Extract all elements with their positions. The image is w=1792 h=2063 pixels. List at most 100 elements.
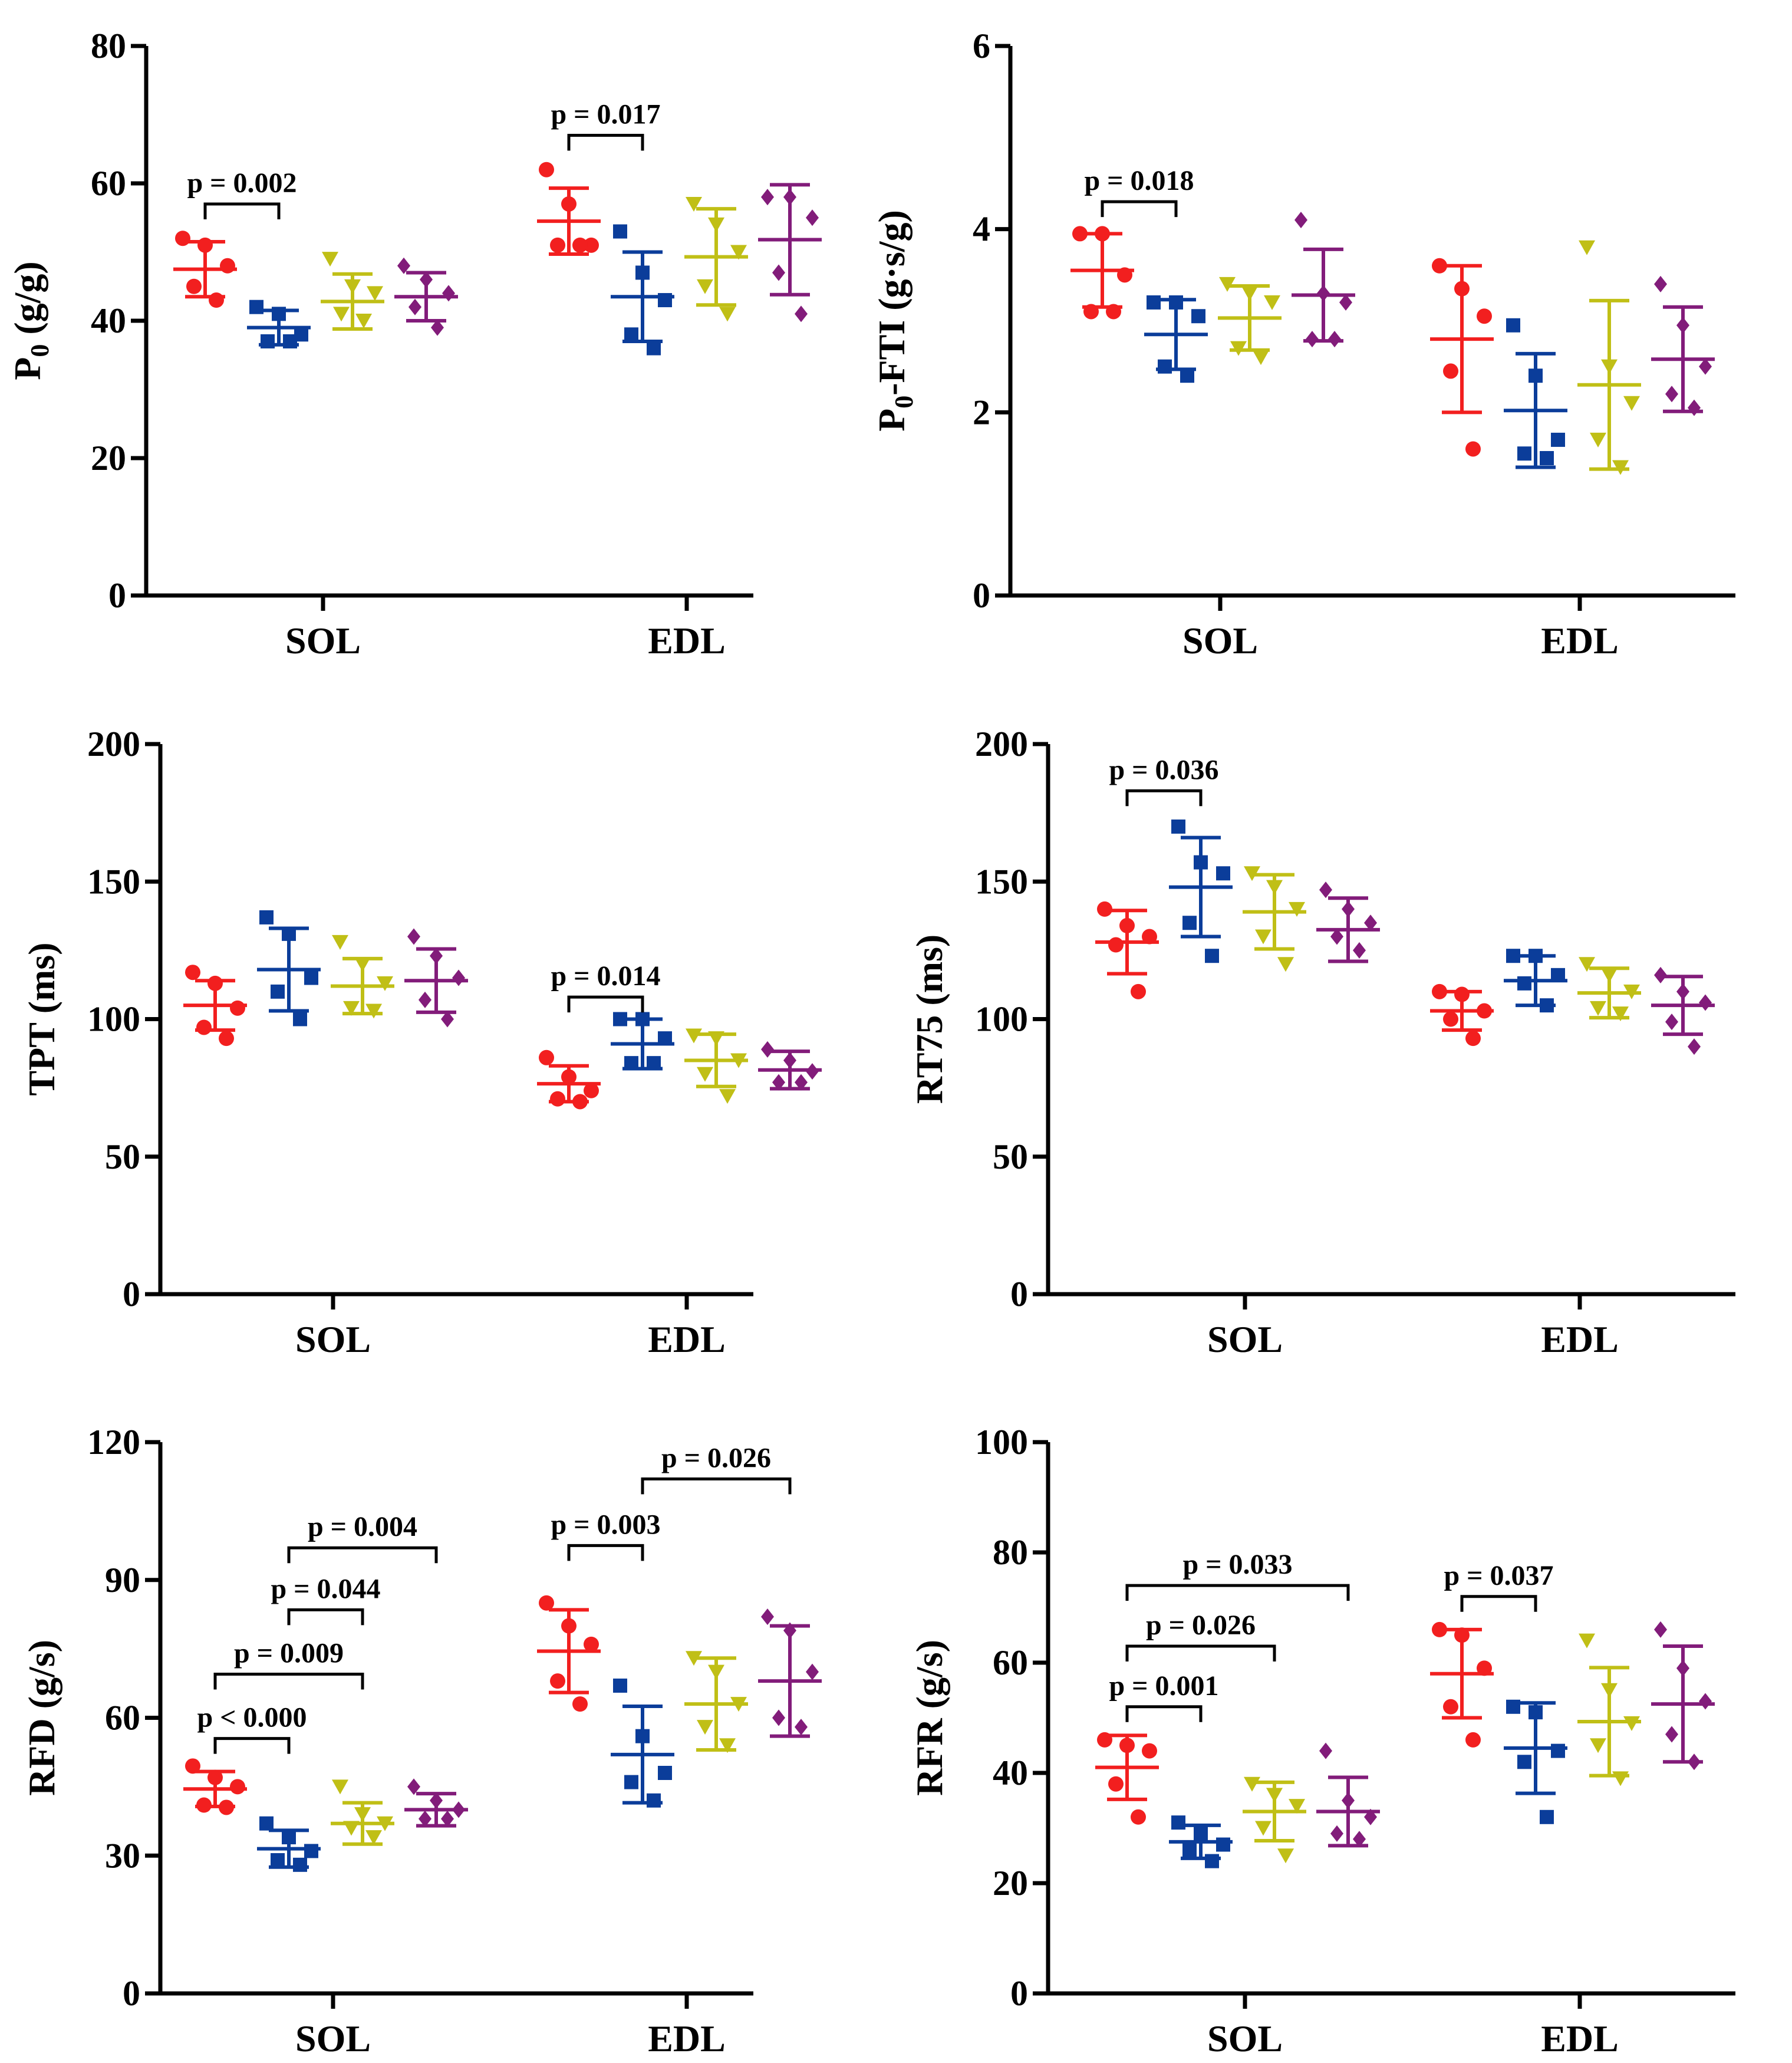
data-point	[1205, 1854, 1219, 1868]
data-point	[293, 1857, 307, 1872]
data-point	[271, 984, 285, 999]
y-axis-title: RFR (g/s)	[908, 1640, 950, 1796]
data-point	[708, 1031, 724, 1047]
data-point	[1330, 1825, 1343, 1842]
y-tick-label: 4	[973, 210, 990, 249]
y-tick-label: 200	[975, 725, 1028, 764]
data-point	[1612, 1771, 1629, 1786]
data-point	[719, 1738, 736, 1753]
data-point	[772, 264, 785, 281]
data-point	[1191, 309, 1205, 324]
data-point	[1342, 1792, 1355, 1809]
data-point	[539, 1049, 554, 1065]
significance-bracket: p = 0.001	[1109, 1670, 1219, 1722]
data-point	[196, 1797, 212, 1813]
data-point	[624, 1056, 638, 1071]
significance-bracket: p = 0.014	[551, 960, 661, 1013]
bracket-line	[203, 202, 281, 219]
data-point	[207, 975, 223, 991]
y-tick-label: 30	[105, 1836, 140, 1875]
p-value-label: p = 0.037	[1444, 1560, 1553, 1591]
series-sol-group2	[1169, 819, 1233, 963]
p-value-label: p = 0.014	[551, 960, 660, 992]
data-point	[572, 237, 588, 253]
p-value-label: p = 0.044	[271, 1573, 380, 1604]
data-point	[1590, 432, 1606, 448]
series-edl-group1	[537, 1049, 601, 1110]
series-sol-group2	[1169, 1815, 1233, 1868]
data-point	[730, 245, 747, 260]
data-point	[1623, 1716, 1640, 1731]
data-point	[219, 1031, 234, 1047]
data-point	[806, 209, 819, 226]
significance-bracket: p = 0.026	[1125, 1610, 1276, 1661]
p-value-label: p = 0.001	[1109, 1670, 1218, 1702]
data-point	[1108, 1776, 1124, 1792]
bracket-line	[287, 1546, 438, 1564]
data-point	[419, 991, 431, 1008]
data-point	[420, 271, 433, 288]
series-edl-group2	[1504, 1699, 1567, 1824]
data-point	[561, 1618, 577, 1634]
data-point	[1277, 957, 1294, 972]
data-point	[584, 237, 599, 253]
y-axis-title-unit: -FTI (g·s/g)	[871, 210, 913, 396]
data-point	[624, 327, 638, 342]
data-point	[686, 1651, 702, 1666]
data-point	[647, 341, 661, 356]
y-axis-title-main: RFR (g/s)	[908, 1640, 950, 1796]
data-point	[708, 1664, 724, 1680]
series-sol-group4	[404, 928, 468, 1028]
data-point	[584, 1083, 599, 1098]
y-tick-label: 0	[1010, 1275, 1028, 1314]
series-edl-group2	[611, 1012, 674, 1071]
y-tick-label: 0	[123, 1974, 140, 2013]
y-axis-title-main: TPT (ms)	[21, 942, 62, 1095]
series-sol-group3	[1243, 866, 1306, 972]
series-edl-group2	[611, 224, 674, 356]
series-edl-group1	[537, 1595, 601, 1712]
data-point	[1319, 1742, 1332, 1759]
y-tick-label: 2	[973, 393, 990, 432]
significance-bracket: p = 0.002	[187, 167, 297, 219]
data-point	[196, 1019, 212, 1035]
data-point	[293, 1012, 307, 1026]
series-sol-group4	[1316, 881, 1380, 963]
data-point	[283, 334, 297, 348]
data-point	[259, 1816, 274, 1831]
data-point	[658, 1031, 672, 1046]
bracket-line	[641, 1477, 792, 1495]
series-sol-group3	[331, 935, 394, 1019]
data-point	[355, 314, 372, 328]
data-point	[686, 1028, 702, 1044]
data-point	[708, 217, 724, 232]
p-value-label: p = 0.033	[1182, 1549, 1292, 1580]
data-point	[806, 1663, 819, 1680]
bracket-line	[567, 1544, 644, 1561]
data-point	[1579, 957, 1595, 972]
data-point	[419, 1810, 431, 1827]
data-point	[561, 196, 577, 212]
data-point	[1551, 968, 1565, 982]
data-point	[1665, 1014, 1678, 1031]
data-point	[332, 1779, 348, 1795]
x-category-label: EDL	[1541, 1318, 1619, 1360]
data-point	[282, 1830, 296, 1845]
data-point	[795, 305, 808, 323]
data-point	[1119, 917, 1135, 933]
y-axis-title-unit: (g/g)	[6, 261, 48, 344]
y-tick-label: 0	[1010, 1974, 1028, 2013]
x-category-label: SOL	[285, 620, 361, 662]
x-category-label: EDL	[648, 620, 726, 662]
significance-bracket: p = 0.036	[1109, 754, 1219, 807]
data-point	[1612, 460, 1629, 475]
data-point	[1072, 226, 1088, 242]
data-point	[272, 307, 286, 321]
data-point	[1665, 386, 1678, 403]
data-point	[1688, 399, 1701, 416]
data-point	[441, 1810, 454, 1827]
data-point	[219, 1799, 234, 1815]
data-point	[271, 1853, 285, 1868]
bracket-line	[1125, 1584, 1350, 1601]
